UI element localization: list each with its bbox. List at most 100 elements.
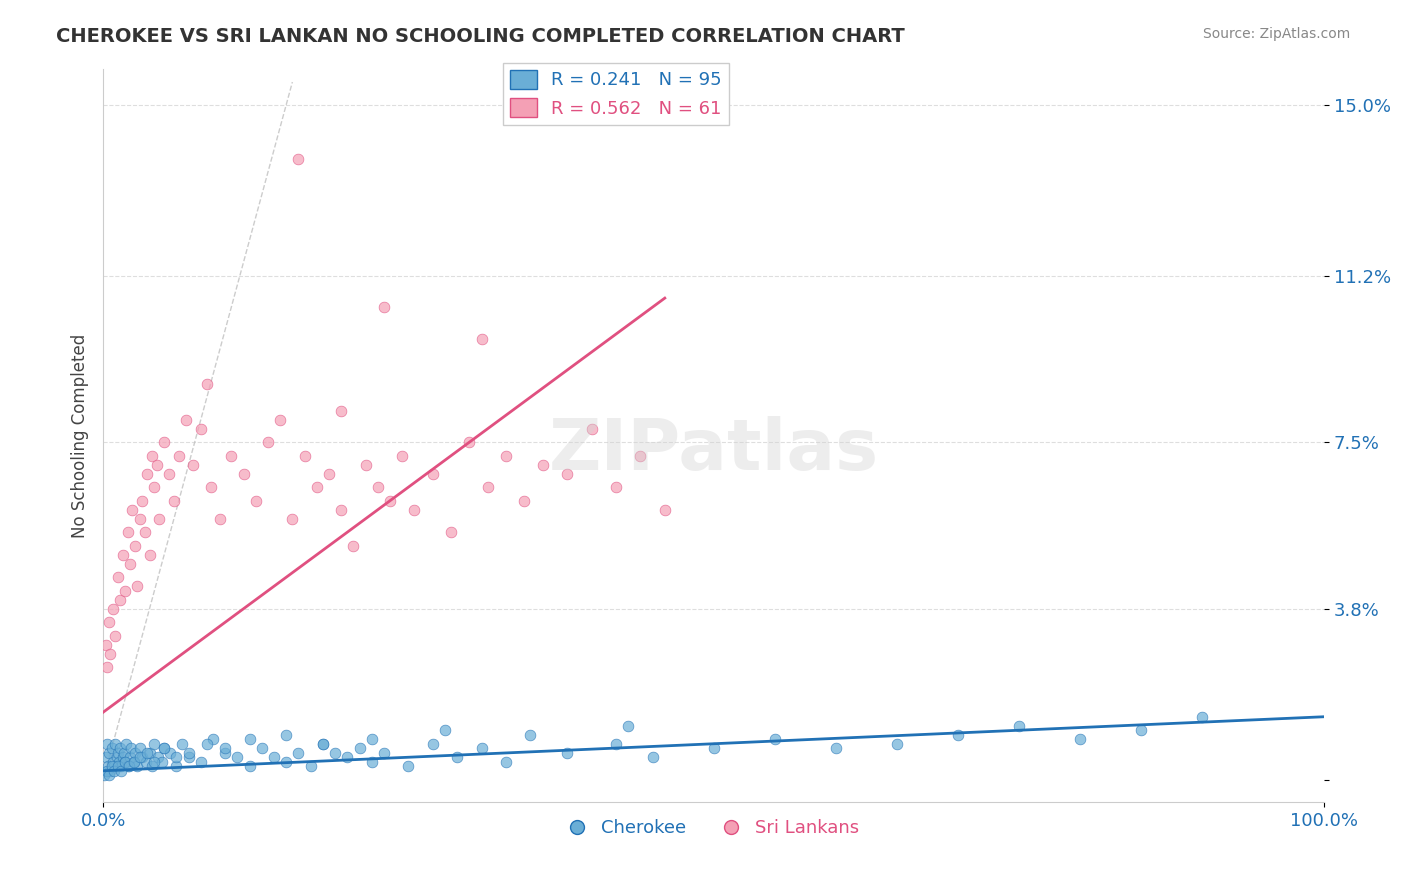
Point xyxy=(471,332,494,346)
Point xyxy=(98,746,121,760)
Point xyxy=(239,732,262,747)
Point xyxy=(1191,710,1213,724)
Point xyxy=(654,502,676,516)
Point xyxy=(157,467,180,481)
Point xyxy=(143,755,166,769)
Point xyxy=(111,548,134,562)
Point xyxy=(195,737,218,751)
Point xyxy=(190,422,212,436)
Point xyxy=(581,422,603,436)
Point xyxy=(110,759,132,773)
Point xyxy=(458,435,481,450)
Point xyxy=(305,480,328,494)
Point xyxy=(111,750,134,764)
Point xyxy=(163,493,186,508)
Point xyxy=(330,502,353,516)
Point xyxy=(214,746,236,760)
Point xyxy=(96,737,118,751)
Point xyxy=(1008,719,1031,733)
Point xyxy=(128,750,150,764)
Legend: Cherokee, Sri Lankans: Cherokee, Sri Lankans xyxy=(561,812,866,845)
Point xyxy=(104,629,127,643)
Point xyxy=(312,737,335,751)
Point xyxy=(195,376,218,391)
Point xyxy=(138,548,160,562)
Point xyxy=(605,480,627,494)
Point xyxy=(342,539,364,553)
Point xyxy=(628,449,651,463)
Point xyxy=(143,480,166,494)
Point xyxy=(446,750,468,764)
Point xyxy=(226,750,249,764)
Point xyxy=(434,723,457,738)
Point xyxy=(391,449,413,463)
Point xyxy=(167,449,190,463)
Point xyxy=(232,467,254,481)
Point xyxy=(143,737,166,751)
Point xyxy=(367,480,389,494)
Point xyxy=(103,764,125,778)
Point xyxy=(886,737,908,751)
Point xyxy=(257,435,280,450)
Point xyxy=(336,750,359,764)
Point xyxy=(93,768,115,782)
Point xyxy=(531,458,554,472)
Point xyxy=(148,511,170,525)
Point xyxy=(136,467,159,481)
Point xyxy=(114,583,136,598)
Point xyxy=(122,755,145,769)
Point xyxy=(127,579,149,593)
Point xyxy=(555,467,578,481)
Y-axis label: No Schooling Completed: No Schooling Completed xyxy=(72,334,89,538)
Point xyxy=(360,755,382,769)
Point xyxy=(299,759,322,773)
Point xyxy=(128,741,150,756)
Point xyxy=(141,449,163,463)
Point xyxy=(440,525,463,540)
Point xyxy=(117,759,139,773)
Point xyxy=(477,480,499,494)
Point xyxy=(250,741,273,756)
Point xyxy=(114,755,136,769)
Point xyxy=(360,732,382,747)
Point xyxy=(422,737,444,751)
Point xyxy=(276,755,298,769)
Point xyxy=(354,458,377,472)
Point xyxy=(703,741,725,756)
Point xyxy=(104,737,127,751)
Point xyxy=(318,467,340,481)
Point xyxy=(134,525,156,540)
Point xyxy=(245,493,267,508)
Point xyxy=(276,728,298,742)
Point xyxy=(124,746,146,760)
Point xyxy=(294,449,316,463)
Point xyxy=(422,467,444,481)
Point xyxy=(519,728,541,742)
Point xyxy=(100,647,122,661)
Point xyxy=(239,759,262,773)
Point xyxy=(108,755,131,769)
Point xyxy=(177,750,200,764)
Point xyxy=(221,449,243,463)
Point xyxy=(159,746,181,760)
Point xyxy=(101,601,124,615)
Point xyxy=(378,493,401,508)
Point xyxy=(98,615,121,630)
Point xyxy=(97,759,120,773)
Point xyxy=(94,750,117,764)
Point xyxy=(177,746,200,760)
Point xyxy=(200,480,222,494)
Point xyxy=(153,741,176,756)
Point xyxy=(269,412,291,426)
Point xyxy=(114,755,136,769)
Point xyxy=(118,557,141,571)
Point xyxy=(96,660,118,674)
Point xyxy=(110,592,132,607)
Text: CHEROKEE VS SRI LANKAN NO SCHOOLING COMPLETED CORRELATION CHART: CHEROKEE VS SRI LANKAN NO SCHOOLING COMP… xyxy=(56,27,905,45)
Point xyxy=(153,435,176,450)
Point xyxy=(209,511,232,525)
Point xyxy=(120,741,142,756)
Text: Source: ZipAtlas.com: Source: ZipAtlas.com xyxy=(1202,27,1350,41)
Point xyxy=(287,746,309,760)
Point xyxy=(312,737,335,751)
